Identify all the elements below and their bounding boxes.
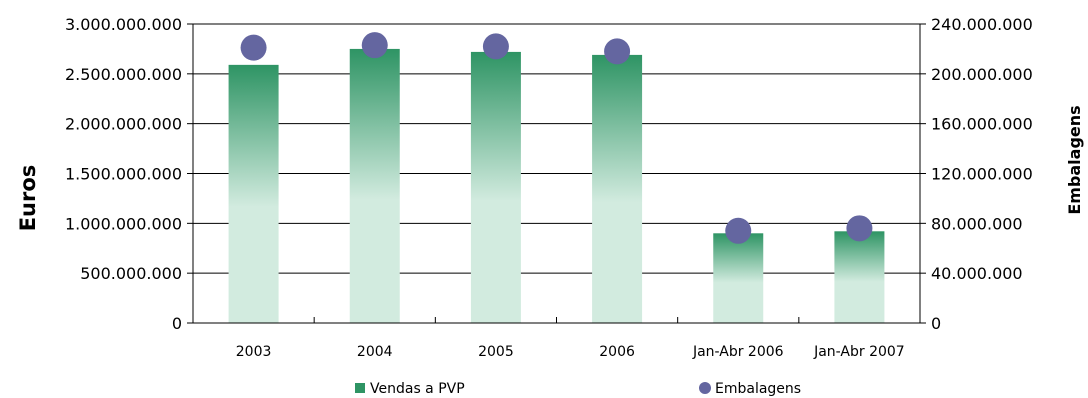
y-tick-label-left: 0 [172, 314, 182, 333]
marker-point [725, 217, 752, 244]
axes [187, 23, 926, 324]
marker-point [482, 33, 509, 60]
gridlines [193, 23, 920, 274]
x-tick-label: 2003 [236, 344, 272, 360]
bar [592, 54, 643, 323]
marker-point [240, 34, 267, 61]
x-tick-label: 2006 [599, 344, 635, 360]
legend-swatch-bars [355, 383, 365, 393]
bar [228, 64, 279, 323]
bar [349, 48, 400, 324]
y-tick-label-right: 80.000.000 [931, 214, 1023, 233]
y-tick-label-right: 40.000.000 [931, 264, 1023, 283]
marker-point [846, 215, 873, 242]
y-tick-label-right: 120.000.000 [931, 165, 1033, 184]
y-tick-label-left: 500.000.000 [80, 264, 182, 283]
x-tick-label: 2005 [478, 344, 514, 360]
marker-point [361, 32, 388, 59]
bar [713, 233, 764, 323]
y-tick-label-left: 1.000.000.000 [65, 214, 182, 233]
y-tick-label-right: 160.000.000 [931, 115, 1033, 134]
legend-label-bars: Vendas a PVP [370, 381, 465, 397]
x-tick-label: Jan-Abr 2007 [813, 344, 905, 360]
tick-labels: 0 0 500.000.000 40.000.000 1.000.000.000 80.0… [65, 15, 1033, 360]
x-tick-label: 2004 [357, 344, 393, 360]
bar [470, 51, 521, 323]
y-tick-label-right: 200.000.000 [931, 65, 1033, 84]
marker-series [240, 32, 873, 244]
legend: Vendas a PVP Embalagens [355, 381, 801, 397]
y-tick-label-left: 3.000.000.000 [65, 15, 182, 34]
legend-label-markers: Embalagens [715, 381, 801, 397]
y-tick-label-left: 2.000.000.000 [65, 115, 182, 134]
bar [834, 231, 885, 323]
bar-series [228, 48, 885, 324]
y-tick-label-left: 2.500.000.000 [65, 65, 182, 84]
y-axis-title-right: Embalagens [1065, 105, 1084, 214]
y-axis-title-left: Euros [16, 165, 40, 232]
x-tick-label: Jan-Abr 2006 [692, 344, 784, 360]
y-tick-label-right: 240.000.000 [931, 15, 1033, 34]
legend-swatch-markers [699, 382, 711, 394]
y-tick-label-right: 0 [931, 314, 941, 333]
marker-point [604, 38, 631, 65]
y-tick-label-left: 1.500.000.000 [65, 165, 182, 184]
